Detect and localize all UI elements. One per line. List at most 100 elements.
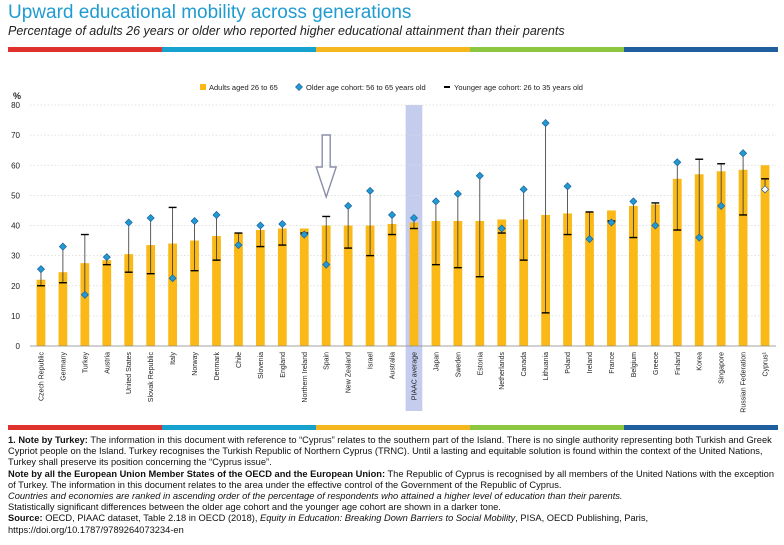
bar	[497, 219, 507, 346]
x-tick-label: Germany	[60, 352, 67, 381]
bar	[343, 225, 353, 346]
legend-label-older: Older age cohort: 56 to 65 years old	[306, 83, 426, 92]
bar	[299, 228, 309, 346]
stripe-segment	[624, 47, 778, 52]
stripe-segment	[8, 425, 162, 430]
bar	[409, 222, 419, 346]
x-tick-label: Japan	[433, 352, 440, 371]
older-cohort-marker	[673, 158, 682, 167]
bar	[234, 233, 243, 346]
x-tick-label: Slovak Republic	[148, 352, 155, 403]
source-text-post: , PISA, OECD Publishing, Paris,	[515, 513, 649, 524]
bar	[738, 169, 748, 346]
bar	[431, 220, 441, 346]
annotation-arrow	[315, 134, 338, 200]
x-tick-label: Canada	[521, 352, 528, 377]
bar	[607, 210, 616, 346]
color-stripe-bottom	[8, 425, 778, 430]
stripe-segment	[8, 47, 162, 52]
older-cohort-marker	[431, 197, 440, 206]
note-turkey-text: The information in this document with re…	[8, 435, 772, 468]
x-tick-label: Northern Ireland	[302, 352, 309, 403]
older-cohort-marker	[409, 213, 419, 222]
older-cohort-marker	[36, 265, 46, 274]
note-eu-label: Note by all the European Union Member St…	[8, 468, 386, 479]
older-cohort-marker	[212, 210, 221, 219]
y-tick-label: 60	[11, 161, 20, 170]
x-tick-label: Slovenia	[258, 352, 265, 379]
legend-label-younger: Younger age cohort: 26 to 35 years old	[454, 83, 583, 92]
older-cohort-marker	[168, 274, 177, 283]
bar-chart: 0 10 20 30 40 50 60 70 80% Adults aged 26 to 65 Ol…	[11, 83, 776, 413]
legend-marker-older	[295, 83, 303, 91]
stripe-segment	[470, 47, 624, 52]
older-cohort-marker	[629, 197, 638, 206]
bar	[694, 174, 704, 346]
bar	[58, 272, 68, 346]
bar	[475, 220, 485, 346]
older-cohort-marker	[695, 233, 704, 242]
x-tick-label: Singapore	[719, 352, 726, 384]
bar	[453, 220, 463, 346]
older-cohort-marker	[760, 185, 770, 194]
older-cohort-marker	[497, 224, 506, 233]
bar	[80, 263, 90, 346]
older-cohort-marker	[344, 201, 353, 210]
x-tick-label: Estonia	[477, 352, 484, 375]
x-tick-label: England	[280, 352, 287, 378]
bar	[716, 171, 726, 346]
bar	[36, 279, 46, 346]
y-tick-label: 40	[11, 222, 20, 231]
older-cohort-marker	[58, 242, 67, 251]
y-tick-label: 10	[11, 312, 20, 321]
stripe-segment	[624, 425, 778, 430]
older-cohort-marker	[475, 171, 484, 180]
older-cohort-marker	[585, 235, 594, 244]
legend-marker-younger	[444, 86, 450, 88]
bar	[387, 223, 397, 346]
bar	[255, 230, 265, 346]
source-label: Source:	[8, 513, 43, 524]
note-turkey-label: 1. Note by Turkey:	[8, 435, 88, 445]
x-tick-label: Lithuania	[543, 352, 550, 381]
older-cohort-marker	[234, 241, 243, 250]
x-tick-label: United States	[126, 352, 133, 395]
note-turkey: 1. Note by Turkey: The information in th…	[8, 435, 778, 469]
bar	[321, 225, 331, 346]
older-cohort-marker	[102, 253, 111, 262]
older-cohort-marker	[124, 218, 133, 227]
note-significance: Statistically significant differences be…	[8, 502, 501, 513]
footnotes: 1. Note by Turkey: The information in th…	[8, 435, 778, 536]
y-axis-label: %	[13, 91, 21, 101]
x-tick-label: Russian Federation	[741, 352, 748, 413]
bar	[277, 228, 287, 346]
bar	[212, 236, 221, 346]
source-text-pre: OECD, PIAAC dataset, Table 2.18 in OECD …	[42, 513, 260, 524]
bar	[628, 205, 638, 346]
x-tick-label: Ireland	[587, 352, 594, 374]
x-tick-label: Chile	[236, 352, 243, 368]
older-cohort-marker	[300, 230, 309, 239]
x-tick-label: Belgium	[631, 352, 638, 377]
source-url: https://doi.org/10.1787/9789264073234-en	[8, 524, 184, 535]
x-tick-label: Cyprus¹	[763, 351, 770, 376]
bar	[190, 240, 199, 346]
bar	[146, 245, 156, 346]
stripe-segment	[470, 425, 624, 430]
x-tick-label: Korea	[697, 352, 704, 371]
x-tick-label: Czech Republic	[38, 352, 45, 402]
bar	[672, 178, 682, 346]
older-cohort-marker	[278, 219, 287, 229]
y-tick-label: 50	[11, 191, 20, 200]
y-tick-label: 0	[16, 342, 21, 351]
bar	[102, 260, 112, 346]
older-cohort-marker	[322, 260, 331, 269]
x-tick-label: Israel	[368, 352, 375, 370]
older-cohort-marker	[453, 189, 462, 198]
bar	[760, 165, 770, 346]
older-cohort-marker	[366, 186, 375, 195]
bar	[563, 213, 572, 346]
note-ranking: Countries and economies are ranked in as…	[8, 491, 778, 502]
older-cohort-marker	[146, 213, 155, 222]
chart-subtitle: Percentage of adults 26 years or older w…	[8, 24, 565, 38]
